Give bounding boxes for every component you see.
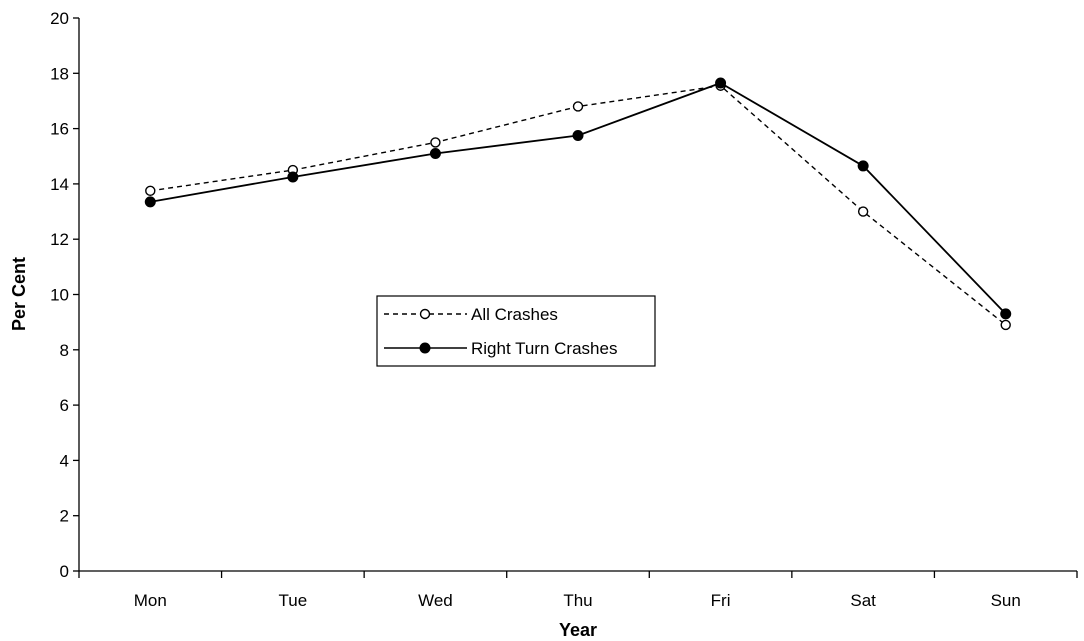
- legend-marker-all-crashes: [419, 308, 431, 320]
- data-point-right-turn-crashes: [144, 196, 156, 208]
- data-point-right-turn-crashes: [1000, 308, 1012, 320]
- axes: [78, 18, 1077, 572]
- series-layer: [144, 77, 1012, 331]
- series-line-right-turn-crashes: [150, 82, 1007, 315]
- data-point-all-crashes: [145, 185, 156, 197]
- data-point-right-turn-crashes: [429, 147, 441, 159]
- x-tick-label: Fri: [711, 591, 731, 610]
- legend-marker-right-turn-crashes: [419, 342, 431, 354]
- x-tick-label: Tue: [279, 591, 308, 610]
- y-tick-label: 8: [60, 341, 69, 360]
- y-ticks: 0 2 4 6 8 10 12 14 16 18 20: [50, 9, 79, 581]
- y-tick-label: 16: [50, 120, 69, 139]
- y-tick-label: 18: [50, 64, 69, 83]
- y-tick-label: 14: [50, 175, 69, 194]
- data-point-right-turn-crashes: [857, 160, 869, 172]
- data-point-right-turn-crashes: [572, 130, 584, 142]
- data-point-right-turn-crashes: [715, 77, 727, 89]
- x-tick-label: Sun: [991, 591, 1021, 610]
- y-tick-label: 4: [60, 451, 69, 470]
- y-tick-label: 20: [50, 9, 69, 28]
- legend-label-right-turn-crashes: Right Turn Crashes: [471, 339, 617, 358]
- x-tick-label: Thu: [563, 591, 592, 610]
- y-axis-title: Per Cent: [9, 257, 29, 331]
- series-line-all-crashes: [150, 85, 1007, 326]
- y-tick-label: 12: [50, 230, 69, 249]
- y-tick-label: 0: [60, 562, 69, 581]
- data-point-all-crashes: [1000, 319, 1011, 331]
- data-point-all-crashes: [430, 137, 441, 148]
- legend-box: [376, 295, 656, 367]
- y-tick-label: 6: [60, 396, 69, 415]
- y-tick-label: 10: [50, 286, 69, 305]
- data-point-right-turn-crashes: [287, 171, 299, 183]
- x-tick-label: Sat: [850, 591, 876, 610]
- x-tick-label: Wed: [418, 591, 453, 610]
- legend: All Crashes Right Turn Crashes: [376, 295, 656, 367]
- x-ticks: Mon Tue Wed Thu Fri Sat Sun: [78, 571, 1078, 610]
- data-point-all-crashes: [857, 206, 869, 217]
- x-axis-title: Year: [559, 620, 597, 640]
- x-tick-label: Mon: [134, 591, 167, 610]
- data-point-all-crashes: [572, 101, 584, 112]
- legend-label-all-crashes: All Crashes: [471, 305, 558, 324]
- y-tick-label: 2: [60, 507, 69, 526]
